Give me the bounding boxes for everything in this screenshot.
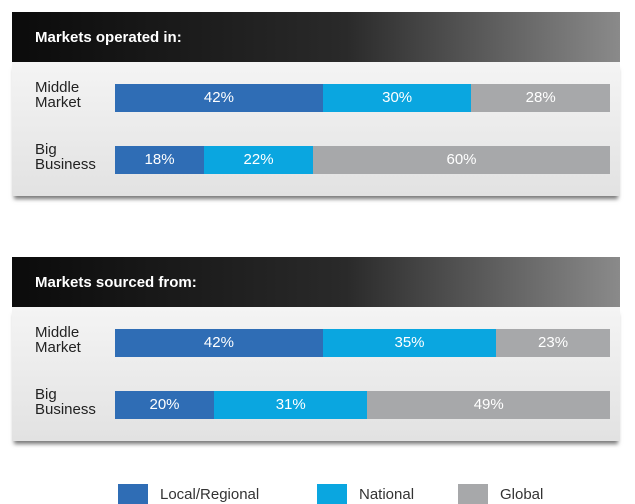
data-label: 42% [203,89,234,106]
bar-segment: 31% [214,391,368,419]
data-label: 23% [538,334,569,351]
panel-header: Markets sourced from: [12,257,620,307]
bar-segment: 42% [115,84,323,112]
data-label: 35% [394,334,425,351]
category-label: Middle Market [35,324,81,356]
data-label: 22% [243,151,274,168]
bar-segment: 49% [367,391,610,419]
legend-swatch [317,484,347,504]
legend-label: Local/Regional [160,486,260,503]
legend-swatch [118,484,148,504]
category-label: Middle Market [35,79,81,111]
legend-label: National [359,486,415,503]
bar-segment: 23% [496,329,610,357]
category-label: Big Business [35,386,96,418]
panel-body: Middle Market 42% 35% 23% Big Business 20% 31%… [12,307,620,441]
panel-body: Middle Market 42% 30% 28% Big Business 18% 22%… [12,62,620,196]
data-label: 18% [144,151,175,168]
bar-segment: 60% [313,146,610,174]
data-label: 20% [149,396,180,413]
category-label: Big Business [35,141,96,173]
bar-segment: 42% [115,329,323,357]
legend-swatch [458,484,488,504]
data-label: 49% [473,396,504,413]
bar-segment: 28% [471,84,610,112]
data-label: 30% [382,89,413,106]
chart-title: Markets operated in: [35,29,182,46]
bar-segment: 18% [115,146,205,174]
panel-header: Markets operated in: [12,12,620,62]
data-label: 42% [203,334,234,351]
data-label: 31% [275,396,306,413]
chart-title: Markets sourced from: [35,274,197,291]
bar-segment: 22% [204,146,313,174]
bar-segment: 35% [322,329,497,357]
bar-segment: 30% [322,84,472,112]
data-label: 60% [446,151,477,168]
data-label: 28% [525,89,556,106]
bar-segment: 20% [115,391,214,419]
legend-label: Global [500,486,544,503]
